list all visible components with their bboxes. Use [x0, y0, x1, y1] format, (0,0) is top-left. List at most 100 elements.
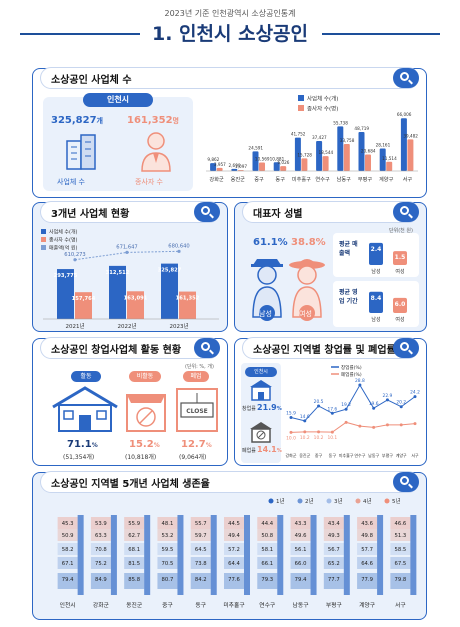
legend-label: 3년: [334, 497, 343, 505]
regional-chart: 창업률(%) 15.9 14.6 20.517.6 19.2 28.8 19.6 22.920…: [285, 364, 420, 458]
legend-swatch: [297, 498, 303, 504]
stripe: [323, 543, 344, 555]
stripe: [157, 517, 178, 529]
legend-swatch: [326, 498, 332, 504]
column-bar: [310, 515, 317, 595]
panel-header: 소상공인 창업사업체 활동 현황: [41, 338, 220, 358]
stripe: [357, 557, 378, 569]
stripe: [257, 529, 278, 541]
bar: [316, 141, 323, 171]
line-point: [385, 398, 389, 402]
tick-label: 강화군: [209, 176, 224, 183]
line-point: [399, 405, 403, 409]
legend-label: 종사자 수(명): [307, 105, 338, 113]
stripe: [290, 573, 311, 589]
line-label: 610,273: [64, 252, 85, 258]
search-icon: [400, 206, 409, 215]
data-label: 312,512: [106, 270, 130, 276]
panel-businesses: 소상공인 사업체 수 인천시 325,827개 161,352명 사업체 수 종…: [32, 68, 427, 198]
table-cell: 85.8: [128, 577, 140, 583]
data-label: 2.4: [371, 246, 382, 253]
table-cell: 65.2: [328, 561, 340, 567]
data-label: 161,352: [176, 296, 200, 302]
table-cell: 46.6: [394, 521, 406, 527]
tick-label: 연수구: [259, 601, 276, 609]
bar: [393, 297, 407, 313]
legend-label: 종사자 수(명): [49, 237, 78, 244]
tick-label: 중구: [254, 176, 264, 183]
data-label: 15.9: [286, 411, 296, 417]
table-cell: 62.7: [128, 533, 140, 539]
column-bar: [144, 515, 151, 595]
search-button[interactable]: [194, 202, 220, 222]
stripe: [124, 573, 145, 589]
tick-label: 옹진군: [231, 176, 246, 183]
stripe: [190, 557, 211, 569]
bar: [259, 162, 265, 171]
search-button[interactable]: [393, 472, 419, 492]
bar: [294, 137, 301, 171]
panel-trend: 3개년 사업체 현황 사업체 수(개) 종사자 수(명) 매출액(억 원) 293,7…: [32, 202, 228, 332]
search-button[interactable]: [393, 202, 419, 222]
data-label: 20.2: [396, 400, 406, 406]
tick-label: 남성: [371, 316, 380, 323]
table-cell: 63.3: [95, 533, 107, 539]
search-button[interactable]: [393, 68, 419, 88]
legend-swatch: [268, 498, 274, 504]
search-button[interactable]: [194, 338, 220, 358]
data-label: 17.6: [327, 406, 337, 412]
table-cell: 57.2: [228, 547, 240, 553]
bar: [400, 118, 407, 171]
tick-label: 미추홀구: [339, 452, 354, 458]
close-sign-text: CLOSE: [186, 408, 208, 415]
legend-swatch: [355, 498, 361, 504]
stripe: [224, 557, 244, 569]
employee-label: 종사자 수: [135, 178, 163, 186]
table-cell: 45.3: [62, 521, 74, 527]
stripe: [157, 573, 178, 589]
tick-label: 동구: [275, 176, 285, 183]
tick-label: 계양구: [396, 452, 407, 458]
stripe: [390, 517, 411, 529]
stripe: [190, 573, 211, 589]
table-cell: 49.8: [361, 533, 373, 539]
search-icon: [400, 72, 409, 81]
table-cell: 67.1: [62, 561, 74, 567]
bar: [369, 291, 383, 313]
data-label: 14.6: [300, 414, 310, 420]
table-cell: 64.4: [228, 561, 240, 567]
data-label: 1.5: [395, 254, 406, 261]
stripe: [90, 543, 111, 555]
line-point: [399, 423, 403, 427]
bar: [369, 242, 383, 265]
data-label: 66,006: [397, 112, 412, 117]
table-cell: 77.7: [328, 577, 340, 583]
stripe: [323, 517, 344, 529]
line-point: [73, 258, 77, 262]
tick-label: 연수구: [315, 175, 330, 183]
search-button[interactable]: [393, 338, 419, 358]
search-icon: [201, 342, 210, 351]
survival-chart: 1년 2년 3년 4년 5년 45.3 50.9 58.2 67.1 79.4 인천시 53.9 63.…: [57, 497, 417, 609]
inactive-count: (10,818개): [125, 454, 157, 461]
female-icon: [289, 259, 325, 321]
active-count: (51,354개): [63, 454, 95, 461]
table-cell: 49.3: [328, 533, 340, 539]
startup-label: 창업률: [242, 406, 256, 412]
stripe: [224, 543, 244, 555]
section-title: 소상공인 사업체 수: [51, 75, 132, 86]
bar: [343, 143, 350, 171]
line-point: [289, 416, 293, 420]
table-cell: 79.3: [261, 577, 273, 583]
legend-label: 사업체 수(개): [49, 229, 78, 236]
stripe: [57, 573, 78, 589]
data-label: 22.9: [383, 393, 393, 399]
stripe: [224, 529, 244, 541]
data-label: 24,591: [248, 145, 263, 150]
stripe: [190, 517, 211, 529]
search-icon: [400, 476, 409, 485]
revenue-chart: 2.4 남성 1.5 여성: [369, 242, 407, 275]
tick-label: 남성: [371, 268, 380, 275]
column-bar: [177, 515, 184, 595]
tick-label: 부평구: [326, 601, 343, 609]
